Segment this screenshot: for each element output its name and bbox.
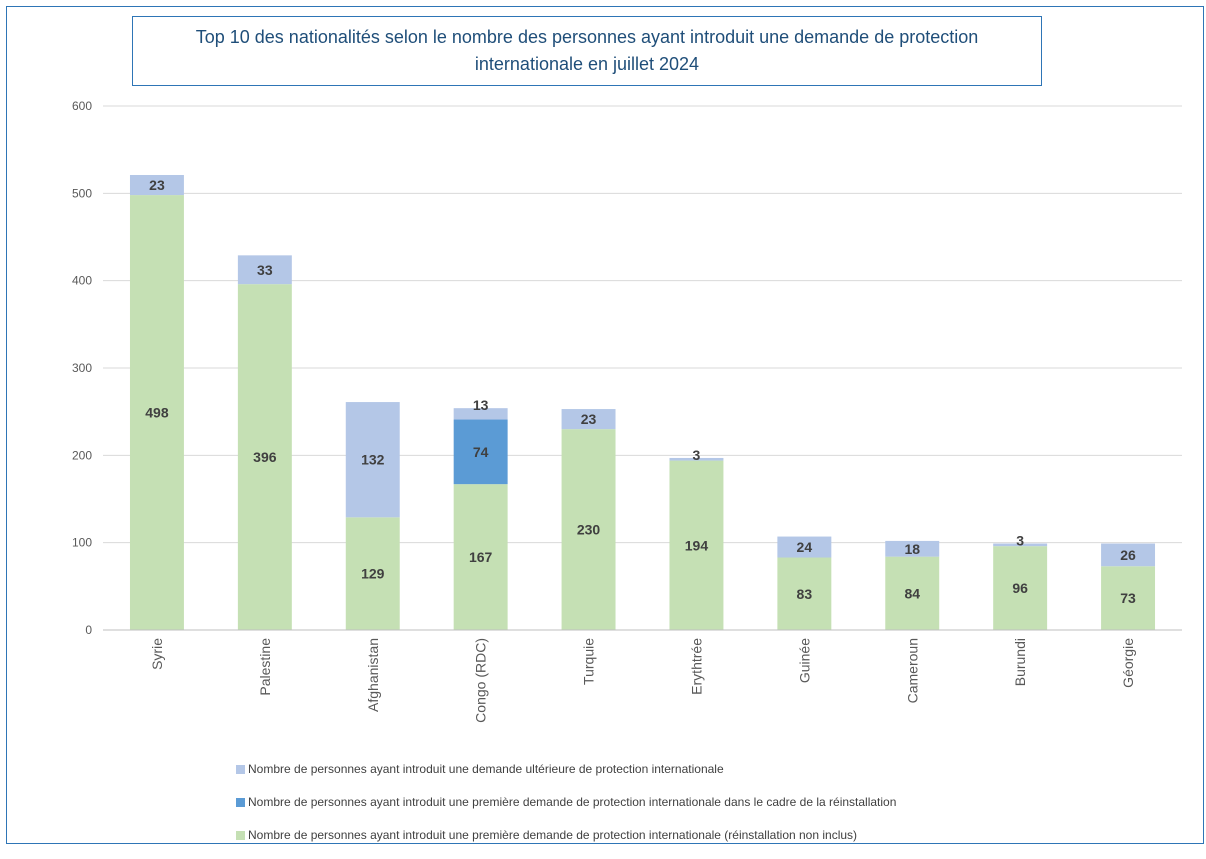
bar-segment	[561, 429, 616, 630]
x-tick-label: Palestine	[257, 638, 273, 696]
bar-segment	[777, 557, 832, 630]
data-label: 23	[581, 411, 597, 427]
data-labels: 4982339633129132167741323023194383248418…	[145, 177, 1136, 606]
bar-segment	[129, 195, 184, 630]
x-tick-label: Burundi	[1012, 638, 1028, 686]
bar-segment	[885, 556, 940, 630]
data-label: 3	[1016, 533, 1024, 549]
data-label: 33	[257, 262, 273, 278]
legend-item-first: Nombre de personnes ayant introduit une …	[236, 826, 896, 844]
x-tick-label: Congo (RDC)	[473, 638, 489, 723]
bar-segment	[777, 536, 832, 558]
data-label: 132	[361, 452, 385, 468]
legend-label-first: Nombre de personnes ayant introduit une …	[248, 828, 858, 842]
bar-segment	[669, 460, 724, 630]
x-tick-label: Cameroun	[904, 638, 920, 703]
bar-segment	[345, 517, 400, 630]
legend: Nombre de personnes ayant introduit une …	[236, 760, 896, 859]
y-tick-label: 0	[85, 623, 92, 637]
data-label: 23	[149, 177, 165, 193]
bar-segment	[237, 284, 292, 630]
x-tick-label: Géorgie	[1120, 638, 1136, 688]
data-label: 498	[145, 405, 169, 421]
y-tick-label: 100	[72, 536, 92, 550]
data-label: 24	[797, 539, 813, 555]
bar-segment	[669, 457, 724, 461]
bar-segment	[1101, 543, 1156, 567]
y-tick-label: 400	[72, 274, 92, 288]
data-label: 96	[1012, 580, 1028, 596]
data-label: 74	[473, 444, 489, 460]
data-label: 396	[253, 449, 277, 465]
x-tick-label: Syrie	[149, 638, 165, 670]
y-tick-label: 500	[72, 186, 92, 200]
bar-segment	[129, 174, 184, 196]
data-label: 18	[904, 541, 920, 557]
legend-swatch-first	[236, 830, 245, 840]
chart-title: Top 10 des nationalités selon le nombre …	[132, 16, 1042, 86]
data-label: 3	[693, 447, 701, 463]
legend-item-subsequent: Nombre de personnes ayant introduit une …	[236, 760, 896, 778]
legend-label-subsequent: Nombre de personnes ayant introduit une …	[248, 762, 724, 776]
data-label: 26	[1120, 547, 1136, 563]
bar-segment	[453, 419, 508, 485]
bar-segment	[561, 409, 616, 430]
data-label: 84	[904, 585, 920, 601]
x-axis-ticks: Syrie Palestine Afghanistan Congo (RDC) Turq…	[149, 638, 1136, 723]
bar-segment	[345, 402, 400, 518]
data-label: 167	[469, 549, 493, 565]
data-label: 13	[473, 397, 489, 413]
data-label: 73	[1120, 590, 1136, 606]
data-label: 129	[361, 566, 385, 582]
bar-segment	[993, 546, 1048, 630]
bars	[129, 174, 1156, 630]
data-label: 194	[685, 537, 709, 553]
y-tick-label: 300	[72, 361, 92, 375]
x-tick-label: Guinée	[796, 638, 812, 683]
bar-segment	[885, 540, 940, 557]
bar-segment	[237, 255, 292, 285]
bar-segment	[993, 543, 1048, 547]
x-tick-label: Afghanistan	[365, 638, 381, 712]
bar-segment	[453, 408, 508, 420]
legend-item-resettlement: Nombre de personnes ayant introduit une …	[236, 793, 896, 811]
legend-swatch-subsequent	[236, 764, 245, 774]
bar-segment	[1101, 566, 1156, 630]
x-tick-label: Erythtrée	[688, 638, 704, 695]
data-label: 83	[797, 586, 813, 602]
data-label: 230	[577, 522, 601, 538]
bar-segment	[453, 484, 508, 630]
y-axis-ticks: 0 100 200 300 400 500 600	[72, 99, 92, 637]
legend-swatch-resettlement	[236, 797, 245, 807]
y-tick-label: 200	[72, 448, 92, 462]
y-tick-label: 600	[72, 99, 92, 113]
legend-label-resettlement: Nombre de personnes ayant introduit une …	[248, 795, 897, 809]
x-tick-label: Turquie	[581, 638, 597, 685]
